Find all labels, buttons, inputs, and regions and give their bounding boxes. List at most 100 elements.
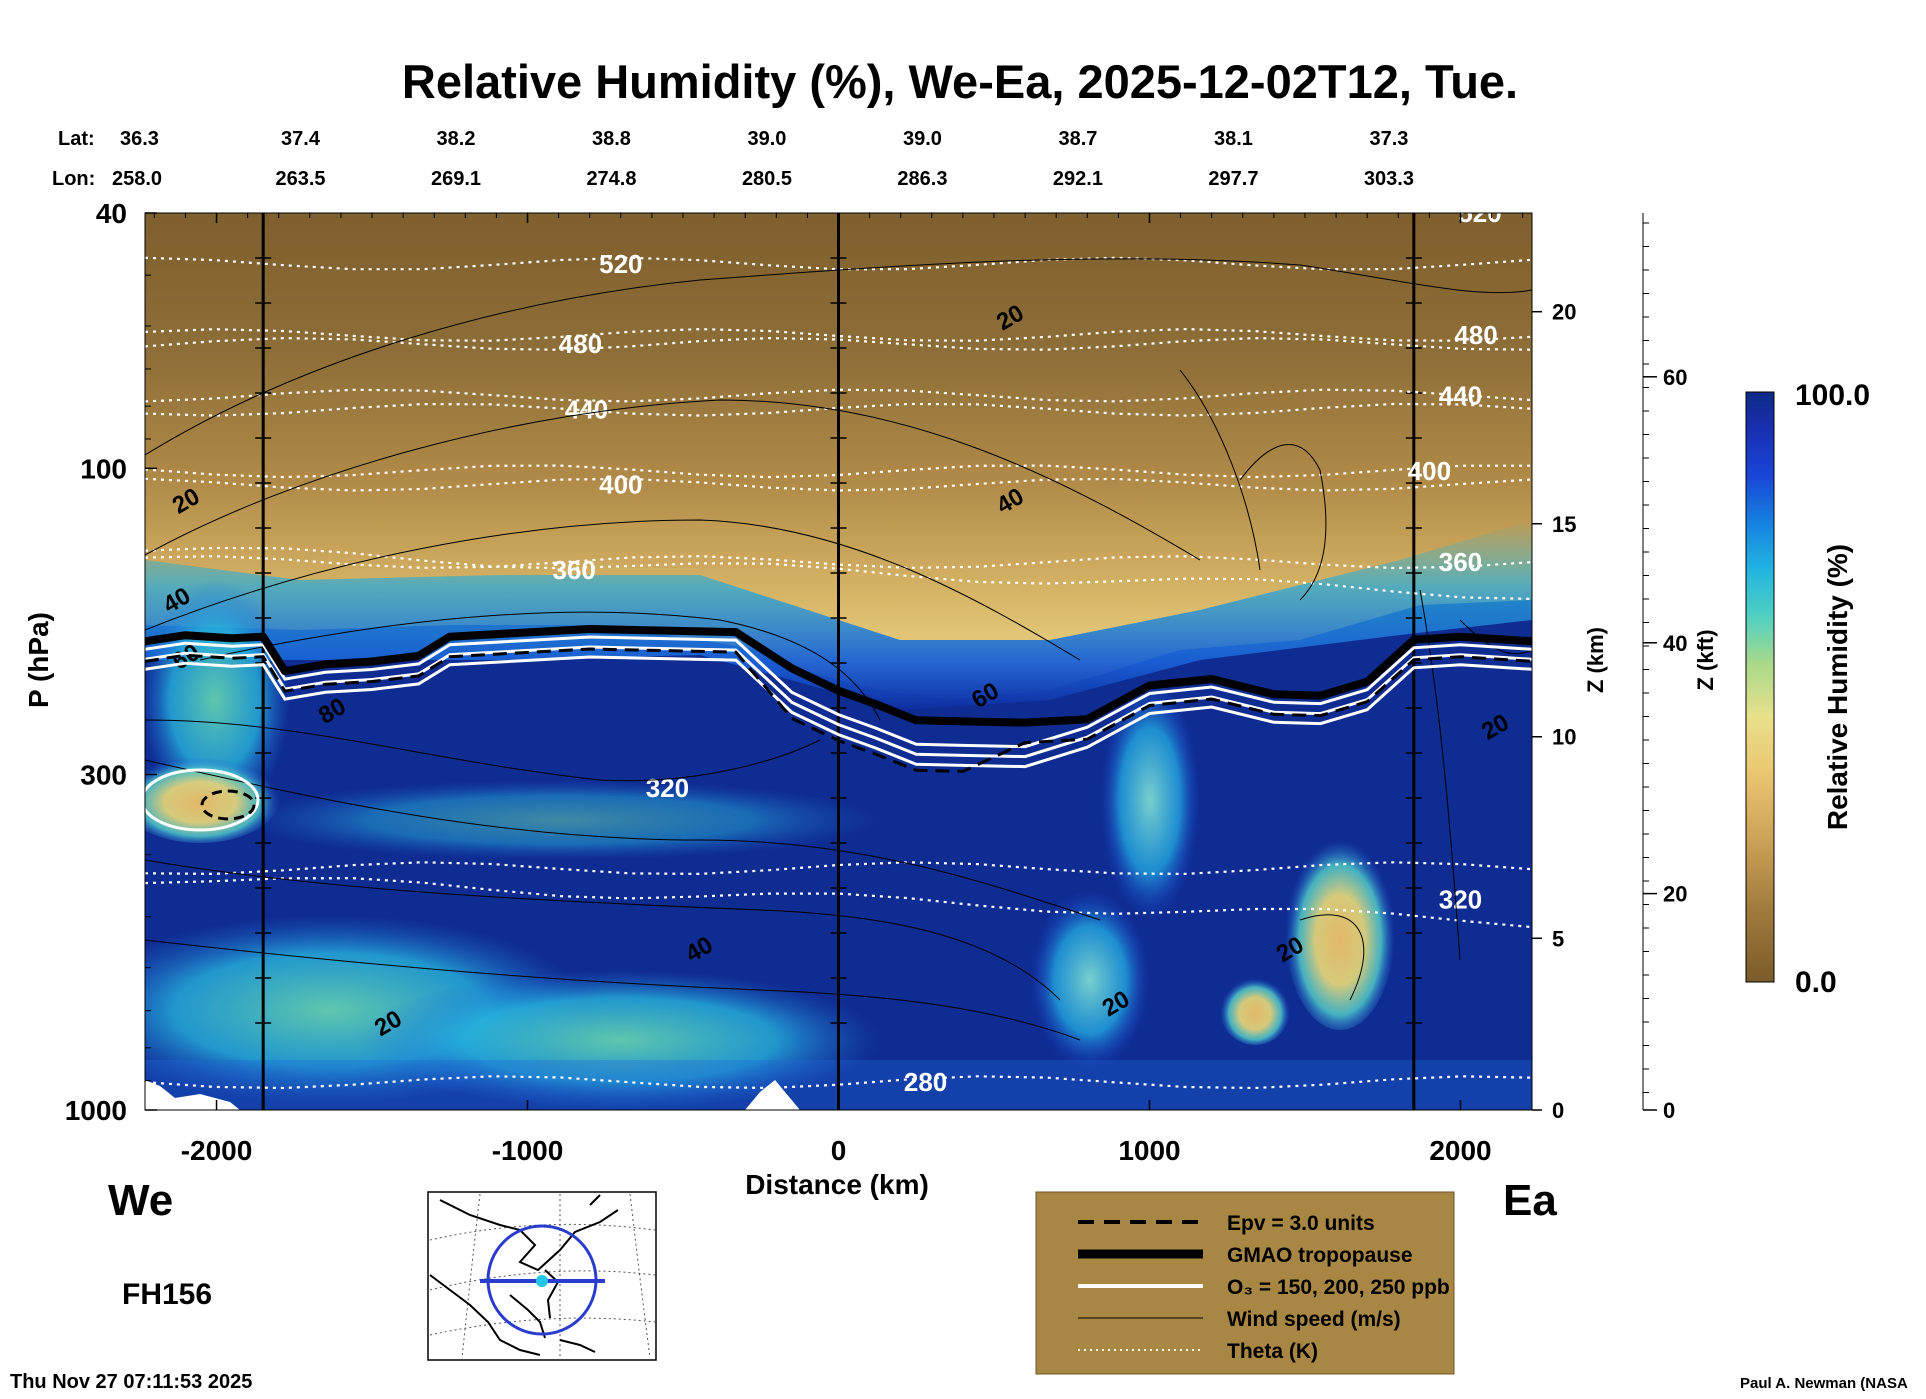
rh-dry-plume-east-low bbox=[1220, 975, 1290, 1045]
station-lat-7: 38.1 bbox=[1214, 128, 1253, 150]
station-lon-1: 263.5 bbox=[275, 168, 325, 190]
tropopause-line bbox=[145, 625, 1532, 727]
colorbar-gradient bbox=[1745, 391, 1775, 983]
lon-label: Lon: bbox=[52, 168, 95, 190]
legend: Epv = 3.0 units GMAO tropopause O₃ = 150, … bbox=[1035, 1191, 1455, 1375]
x-tick-label: -1000 bbox=[492, 1135, 564, 1166]
map-coastlines bbox=[429, 1194, 619, 1356]
z-km-tick-label: 0 bbox=[1552, 1098, 1564, 1123]
rh-dry-plume-east bbox=[1285, 830, 1395, 1030]
axes-layer: -2000 -1000 0 1000 2000 40 100 300 1000 0 5 10 15 20 0… bbox=[65, 198, 1688, 1166]
theta-label: 400 bbox=[599, 470, 642, 500]
theta-label: 360 bbox=[1439, 547, 1482, 577]
station-lon-3: 274.8 bbox=[586, 168, 636, 190]
station-lon-7: 297.7 bbox=[1208, 168, 1258, 190]
y-tick-label: 300 bbox=[80, 759, 127, 790]
station-lat-8: 37.3 bbox=[1369, 128, 1408, 150]
wind-speed-contour bbox=[199, 611, 881, 721]
inset-map bbox=[427, 1191, 657, 1361]
station-lat-4: 39.0 bbox=[748, 128, 787, 150]
legend-label: Epv = 3.0 units bbox=[1227, 1212, 1375, 1235]
z-kft-tick-label: 20 bbox=[1663, 882, 1687, 907]
station-lon-0: 258.0 bbox=[112, 168, 162, 190]
theta-label: 520 bbox=[599, 249, 642, 279]
theta-label: 360 bbox=[552, 555, 595, 585]
map-graticule bbox=[429, 1193, 656, 1359]
x-tick-label: -2000 bbox=[181, 1135, 253, 1166]
station-lat-5: 39.0 bbox=[903, 128, 942, 150]
theta-label: 440 bbox=[1439, 381, 1482, 411]
station-lat-0: 36.3 bbox=[120, 128, 159, 150]
lat-label: Lat: bbox=[58, 128, 95, 150]
x-tick-label: 2000 bbox=[1429, 1135, 1491, 1166]
wind-speed-contour bbox=[1419, 589, 1461, 961]
timestamp: Thu Nov 27 07:11:53 2025 bbox=[10, 1371, 252, 1393]
theta-label: 480 bbox=[559, 329, 602, 359]
z-km-axis-label: Z (km) bbox=[1583, 627, 1608, 693]
z-kft-tick-label: 60 bbox=[1663, 365, 1687, 390]
theta-label: 520 bbox=[1458, 198, 1501, 228]
z-kft-tick-label: 40 bbox=[1663, 631, 1687, 656]
z-km-tick-label: 5 bbox=[1552, 926, 1564, 951]
colorbar-max-label: 100.0 bbox=[1795, 379, 1870, 412]
theta-label: 400 bbox=[1408, 456, 1451, 486]
y-axis-label: P (hPa) bbox=[23, 612, 54, 708]
wind-speed-contour bbox=[145, 719, 821, 782]
epv-contour-pocket bbox=[200, 789, 256, 821]
station-lon-2: 269.1 bbox=[431, 168, 481, 190]
rh-moist-lower-band-2 bbox=[360, 970, 880, 1110]
ozone-contour bbox=[145, 635, 1532, 749]
wind-speed-contour bbox=[145, 939, 1081, 1041]
west-label: We bbox=[108, 1176, 173, 1225]
legend-label: Wind speed (m/s) bbox=[1227, 1308, 1401, 1331]
z-kft-axis-label: Z (kft) bbox=[1693, 629, 1718, 690]
station-lat-2: 38.2 bbox=[437, 128, 476, 150]
legend-label: Theta (K) bbox=[1227, 1340, 1318, 1363]
wind-speed-contour bbox=[1179, 369, 1261, 571]
wind-speed-contour bbox=[145, 859, 1061, 1001]
rh-dry-pocket-west bbox=[145, 753, 280, 843]
chart-title: Relative Humidity (%), We-Ea, 2025-12-02… bbox=[402, 55, 1518, 108]
station-lat-3: 38.8 bbox=[592, 128, 631, 150]
wind-speed-contour bbox=[145, 519, 1081, 661]
colorbar-min-label: 0.0 bbox=[1795, 966, 1837, 999]
station-lat-1: 37.4 bbox=[281, 128, 321, 150]
map-center-marker bbox=[536, 1275, 548, 1287]
station-lon-5: 286.3 bbox=[897, 168, 947, 190]
y-tick-label: 1000 bbox=[65, 1095, 127, 1126]
colorbar-label: Relative Humidity (%) bbox=[1822, 544, 1853, 830]
rh-moist-mid-level bbox=[240, 780, 880, 860]
z-km-tick-label: 20 bbox=[1552, 300, 1576, 325]
rh-plume-center bbox=[1100, 680, 1200, 920]
y-tick-label: 40 bbox=[96, 198, 127, 229]
station-lat-6: 38.7 bbox=[1058, 128, 1097, 150]
east-label: Ea bbox=[1503, 1176, 1557, 1225]
epv-contour bbox=[145, 647, 1532, 773]
z-km-tick-label: 10 bbox=[1552, 725, 1576, 750]
wind-speed-contour bbox=[145, 258, 1532, 456]
station-lon-4: 280.5 bbox=[742, 168, 792, 190]
x-tick-label: 1000 bbox=[1118, 1135, 1180, 1166]
ozone-contour bbox=[145, 655, 1532, 769]
theta-label: 440 bbox=[565, 395, 608, 425]
legend-label: O₃ = 150, 200, 250 ppb bbox=[1227, 1276, 1450, 1299]
station-lon-8: 303.3 bbox=[1364, 168, 1414, 190]
theta-label: 280 bbox=[904, 1067, 947, 1097]
z-kft-tick-label: 0 bbox=[1663, 1098, 1675, 1123]
forecast-hour: FH156 bbox=[122, 1278, 212, 1311]
station-lon-6: 292.1 bbox=[1053, 168, 1103, 190]
ozone-contour bbox=[145, 645, 1532, 759]
x-tick-label: 0 bbox=[831, 1135, 847, 1166]
rh-cirrus-band bbox=[145, 520, 1532, 710]
ozone-contour-pocket bbox=[145, 768, 260, 832]
colorbar: 100.0 0.0 Relative Humidity (%) bbox=[1745, 379, 1870, 999]
terrain-mask bbox=[145, 1080, 800, 1110]
rh-plume-center-low bbox=[1030, 890, 1150, 1070]
wind-speed-contour bbox=[1459, 619, 1532, 655]
wind-speed-contour bbox=[1299, 914, 1365, 1001]
legend-label: GMAO tropopause bbox=[1227, 1244, 1413, 1267]
wind-speed-contour bbox=[145, 759, 1101, 921]
y-tick-label: 100 bbox=[80, 453, 127, 484]
